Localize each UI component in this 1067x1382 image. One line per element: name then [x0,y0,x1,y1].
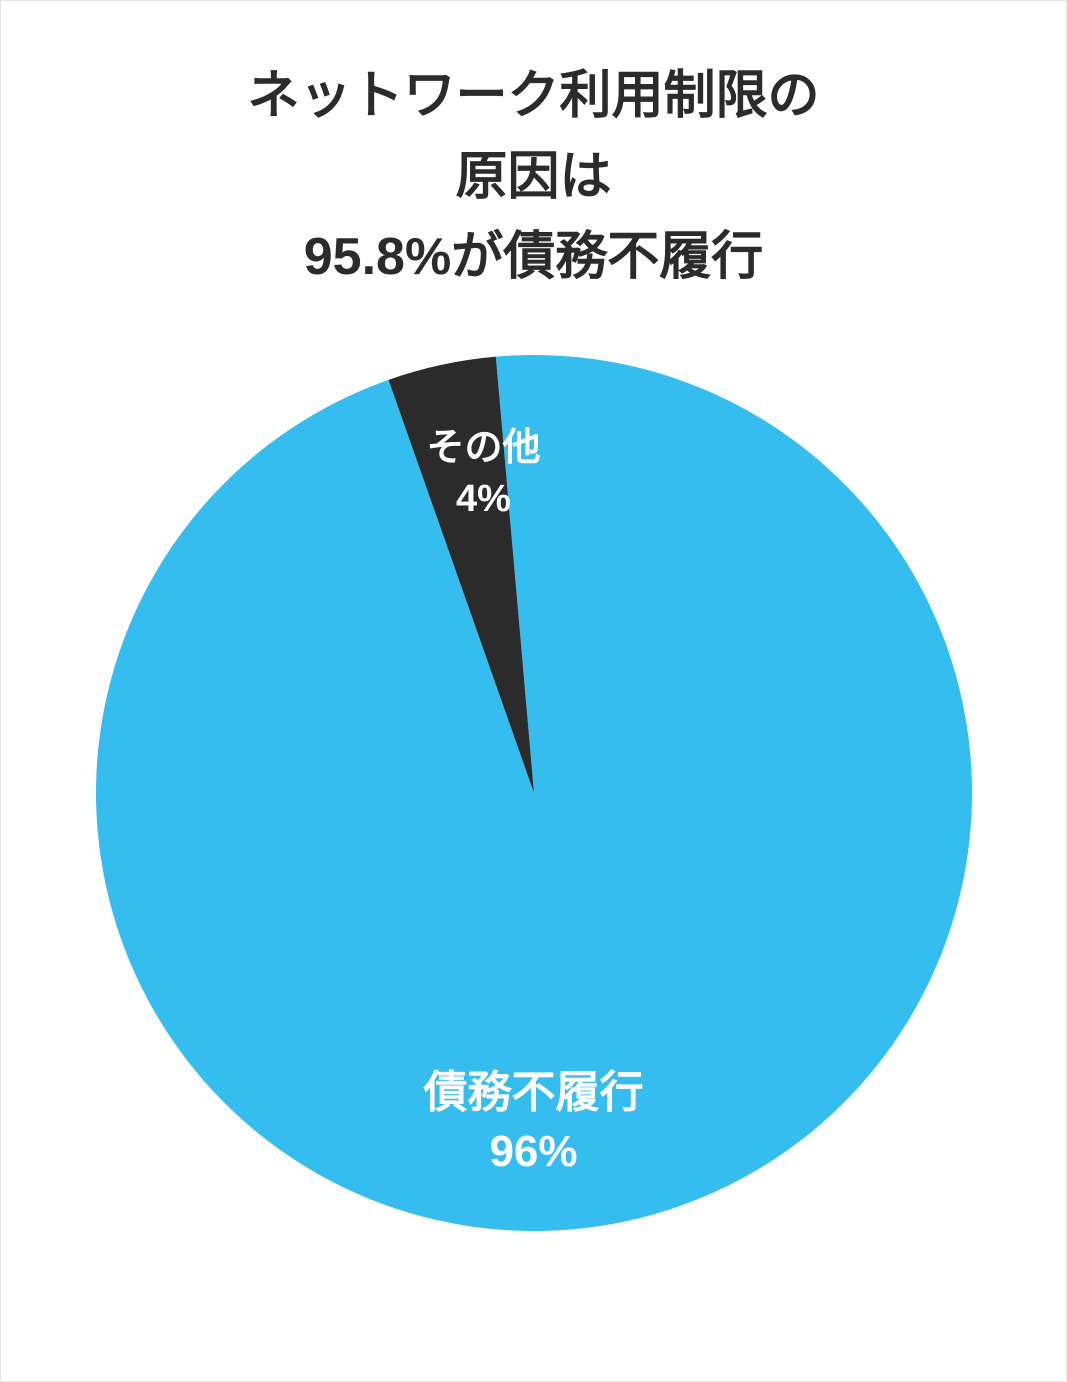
title-line-3: 95.8%が債務不履行 [247,217,819,298]
slice-percent: 96% [424,1122,644,1181]
pie-chart: 債務不履行 96% その他 4% [84,343,984,1243]
chart-title: ネットワーク利用制限の 原因は 95.8%が債務不履行 [247,56,819,298]
title-line-2: 原因は [247,137,819,218]
title-line-1: ネットワーク利用制限の [247,56,819,137]
slice-label-1: その他 4% [426,423,540,526]
slice-label-0: 債務不履行 96% [424,1063,644,1182]
slice-name: その他 [426,427,540,469]
slice-percent: 4% [426,474,540,525]
chart-container: ネットワーク利用制限の 原因は 95.8%が債務不履行 債務不履行 96% その他 4… [0,0,1067,1382]
slice-name: 債務不履行 [424,1068,644,1117]
